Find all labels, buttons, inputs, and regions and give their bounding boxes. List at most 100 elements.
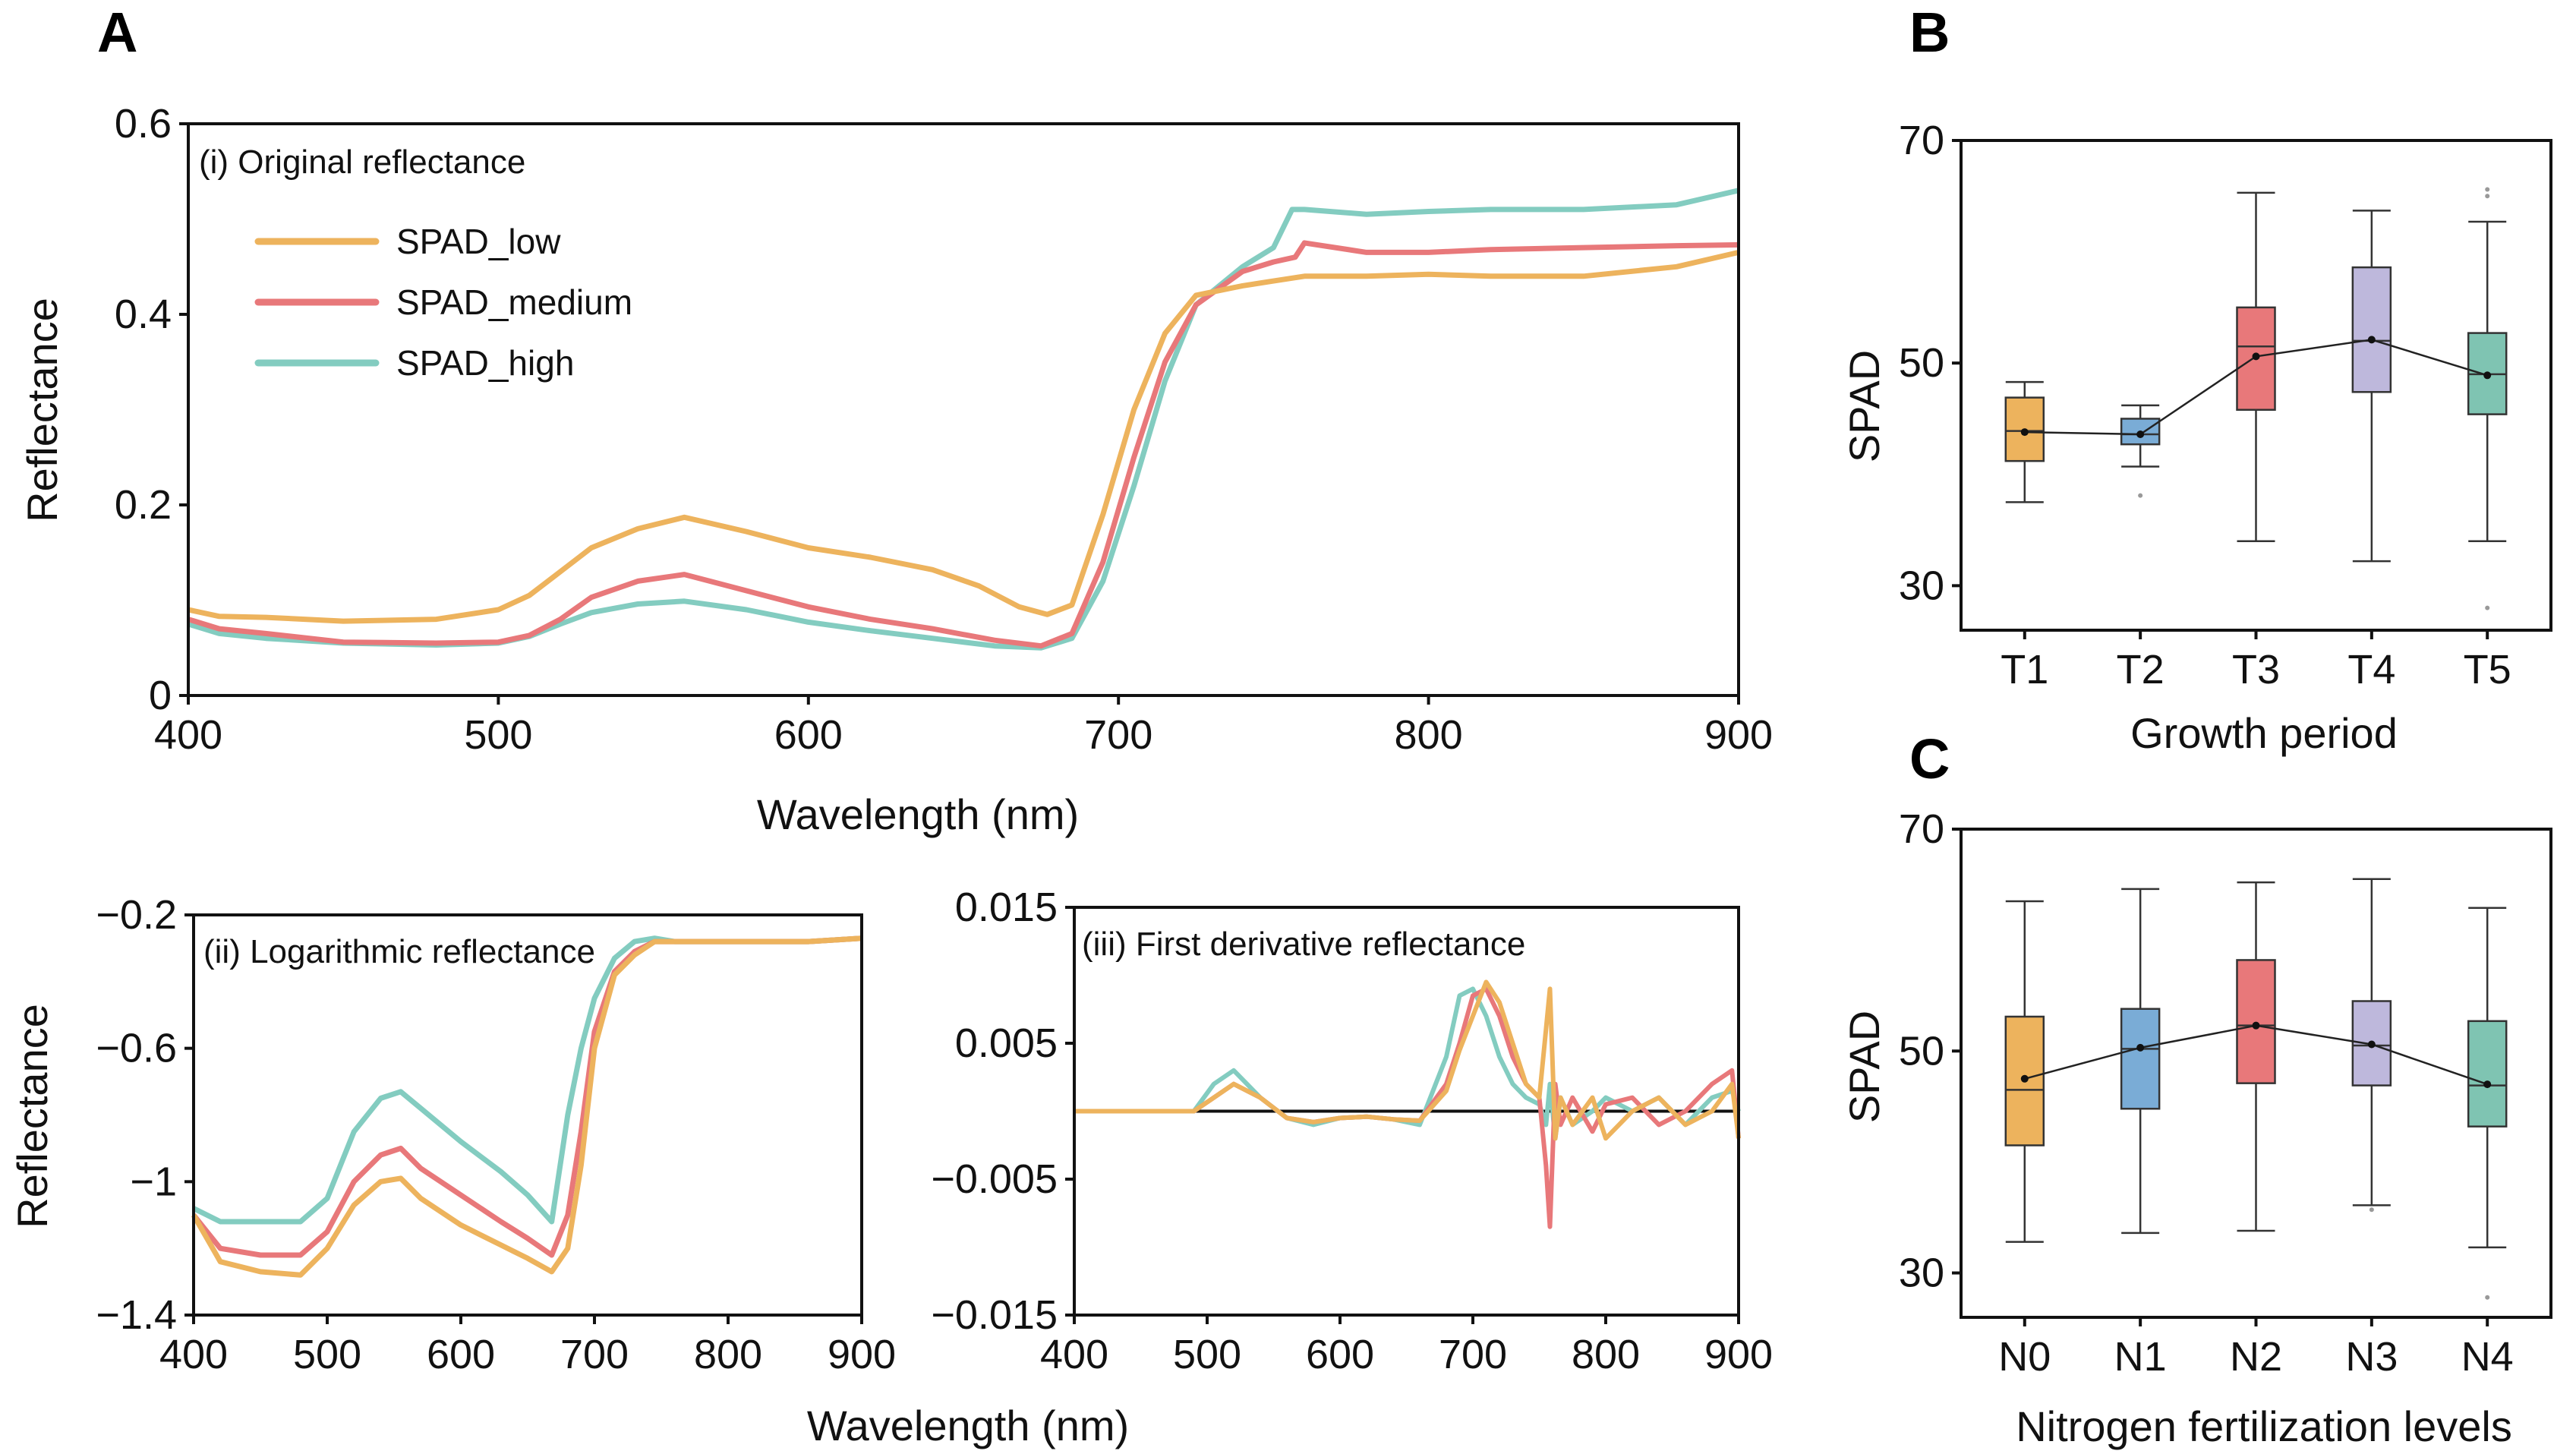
panel-b-growth-period-boxplot: T1 T2 T3 T4 T5 70 50 30 Growth period SPAD bbox=[1840, 118, 2552, 757]
panel-c-nitrogen-boxplot: N0 N1 N2 N3 N4 70 50 30 Nitrogen fertilization … bbox=[1840, 806, 2552, 1450]
outlier-point bbox=[2369, 1207, 2374, 1213]
y-axis-label: Reflectance bbox=[18, 298, 66, 522]
series-layer bbox=[2004, 878, 2508, 1300]
x-tick-label: 400 bbox=[159, 1332, 228, 1377]
box-iqr bbox=[2236, 959, 2276, 1084]
x-tick-label: 400 bbox=[1040, 1332, 1108, 1377]
box-t1 bbox=[2004, 380, 2045, 503]
series-line-spad-medium bbox=[187, 240, 1739, 649]
box-n0 bbox=[2004, 900, 2045, 1243]
outlier-point bbox=[2485, 187, 2490, 192]
outlier-point bbox=[2485, 194, 2490, 199]
x-tick-label: 800 bbox=[694, 1332, 762, 1377]
x-tick-label: 700 bbox=[1084, 712, 1152, 758]
series-line-spad-high bbox=[1074, 986, 1741, 1141]
box-t3 bbox=[2236, 191, 2276, 542]
y-tick-label: −0.2 bbox=[96, 892, 177, 938]
box-iqr bbox=[2120, 1008, 2161, 1110]
x-tick-label: 700 bbox=[1439, 1332, 1507, 1377]
x-tick-label: 700 bbox=[560, 1332, 629, 1377]
series-line-spad-low bbox=[1074, 979, 1741, 1141]
series-layer bbox=[187, 188, 1739, 651]
inset-label-logarithmic: (ii) Logarithmic reflectance bbox=[203, 933, 595, 970]
y-tick-label: 0.005 bbox=[955, 1020, 1058, 1066]
series-line-spad-high bbox=[192, 935, 862, 1225]
series-line-spad-low bbox=[188, 249, 1739, 624]
mean-point bbox=[2252, 1021, 2260, 1030]
x-tick-label: 900 bbox=[1704, 1332, 1773, 1377]
y-tick-label: 0 bbox=[149, 673, 172, 718]
x-tick-label: N0 bbox=[1998, 1334, 2051, 1380]
series-line-spad-medium bbox=[191, 935, 862, 1258]
mean-point bbox=[2252, 352, 2260, 361]
y-tick-label: −1 bbox=[130, 1159, 177, 1204]
x-tick-label: 600 bbox=[427, 1332, 495, 1377]
mean-point bbox=[2483, 371, 2492, 380]
box-iqr bbox=[2467, 1020, 2508, 1128]
panel-letter-c: C bbox=[1909, 727, 1950, 790]
y-tick-label: 70 bbox=[1899, 118, 1944, 163]
x-tick-label: 500 bbox=[1173, 1332, 1241, 1377]
legend-label-low: SPAD_low bbox=[396, 222, 561, 261]
x-axis-label: Nitrogen fertilization levels bbox=[2016, 1402, 2512, 1450]
panel-a-log-reflectance: 400 500 600 700 800 900 −0.2 −0.6 −1 −1.4 (ii) Lo… bbox=[8, 892, 896, 1377]
y-tick-label: 70 bbox=[1899, 806, 1944, 852]
ticks-layer: 400 500 600 700 800 900 0.015 0.005 −0.005 −0.015 bbox=[931, 885, 1773, 1377]
inset-label-derivative: (iii) First derivative reflectance bbox=[1082, 926, 1525, 963]
panel-letter-a: A bbox=[97, 1, 137, 64]
ticks-layer: 400 500 600 700 800 900 −0.2 −0.6 −1 −1.4 bbox=[96, 892, 896, 1377]
box-t4 bbox=[2351, 210, 2392, 563]
series-line-spad-low bbox=[191, 935, 862, 1278]
y-tick-label: 0.4 bbox=[115, 292, 172, 337]
y-tick-label: 0.2 bbox=[115, 482, 172, 528]
x-tick-label: T1 bbox=[2001, 647, 2048, 692]
x-tick-label: 400 bbox=[154, 712, 222, 758]
y-tick-label: 0.015 bbox=[955, 885, 1058, 930]
plot-frame bbox=[192, 913, 863, 1317]
y-tick-label: −1.4 bbox=[96, 1292, 177, 1338]
x-tick-label: 600 bbox=[1306, 1332, 1374, 1377]
panel-letter-b: B bbox=[1909, 1, 1950, 64]
y-axis-label: Reflectance bbox=[8, 1004, 56, 1228]
y-tick-label: 50 bbox=[1899, 1028, 1944, 1074]
y-axis-label: SPAD bbox=[1840, 1011, 1888, 1123]
x-tick-label: 900 bbox=[1704, 712, 1773, 758]
y-tick-label: −0.005 bbox=[931, 1156, 1058, 1202]
x-tick-label: 800 bbox=[1572, 1332, 1640, 1377]
x-tick-label: 600 bbox=[774, 712, 843, 758]
mean-point bbox=[2136, 1043, 2145, 1052]
legend-label-medium: SPAD_medium bbox=[396, 282, 632, 322]
series-layer bbox=[191, 935, 862, 1278]
x-axis-label: Growth period bbox=[2130, 709, 2398, 757]
y-tick-label: 0.6 bbox=[115, 101, 172, 147]
box-n3 bbox=[2351, 878, 2392, 1213]
mean-point bbox=[2367, 1040, 2376, 1049]
panel-a-original-reflectance: 400 500 600 700 800 900 0 0.2 0.4 0.6 (i) Origina… bbox=[18, 101, 1773, 838]
plot-frame bbox=[1073, 906, 1740, 1317]
y-tick-label: −0.015 bbox=[931, 1292, 1058, 1338]
legend: SPAD_low SPAD_medium SPAD_high bbox=[254, 222, 632, 383]
ticks-layer: 400 500 600 700 800 900 0 0.2 0.4 0.6 bbox=[115, 101, 1773, 758]
plot-frame bbox=[187, 122, 1740, 697]
x-tick-label: 800 bbox=[1395, 712, 1463, 758]
box-t2 bbox=[2120, 404, 2161, 498]
series-layer bbox=[1074, 979, 1741, 1229]
box-n1 bbox=[2120, 888, 2161, 1235]
y-tick-label: 30 bbox=[1899, 563, 1944, 608]
outlier-point bbox=[2485, 605, 2490, 610]
x-tick-label: 900 bbox=[828, 1332, 896, 1377]
box-t5 bbox=[2467, 187, 2508, 610]
y-tick-label: −0.6 bbox=[96, 1026, 177, 1071]
panel-a-first-derivative: 400 500 600 700 800 900 0.015 0.005 −0.005 −0.015… bbox=[931, 885, 1773, 1377]
box-n4 bbox=[2467, 907, 2508, 1300]
ticks-layer: T1 T2 T3 T4 T5 70 50 30 bbox=[1899, 118, 2511, 692]
x-tick-label: N4 bbox=[2461, 1334, 2514, 1380]
legend-label-high: SPAD_high bbox=[396, 343, 574, 383]
y-tick-label: 50 bbox=[1899, 340, 1944, 386]
inset-label-original: (i) Original reflectance bbox=[199, 144, 525, 181]
mean-point bbox=[2367, 336, 2376, 344]
x-tick-label: 500 bbox=[293, 1332, 361, 1377]
x-tick-label: 500 bbox=[464, 712, 532, 758]
outlier-point bbox=[2138, 493, 2143, 498]
